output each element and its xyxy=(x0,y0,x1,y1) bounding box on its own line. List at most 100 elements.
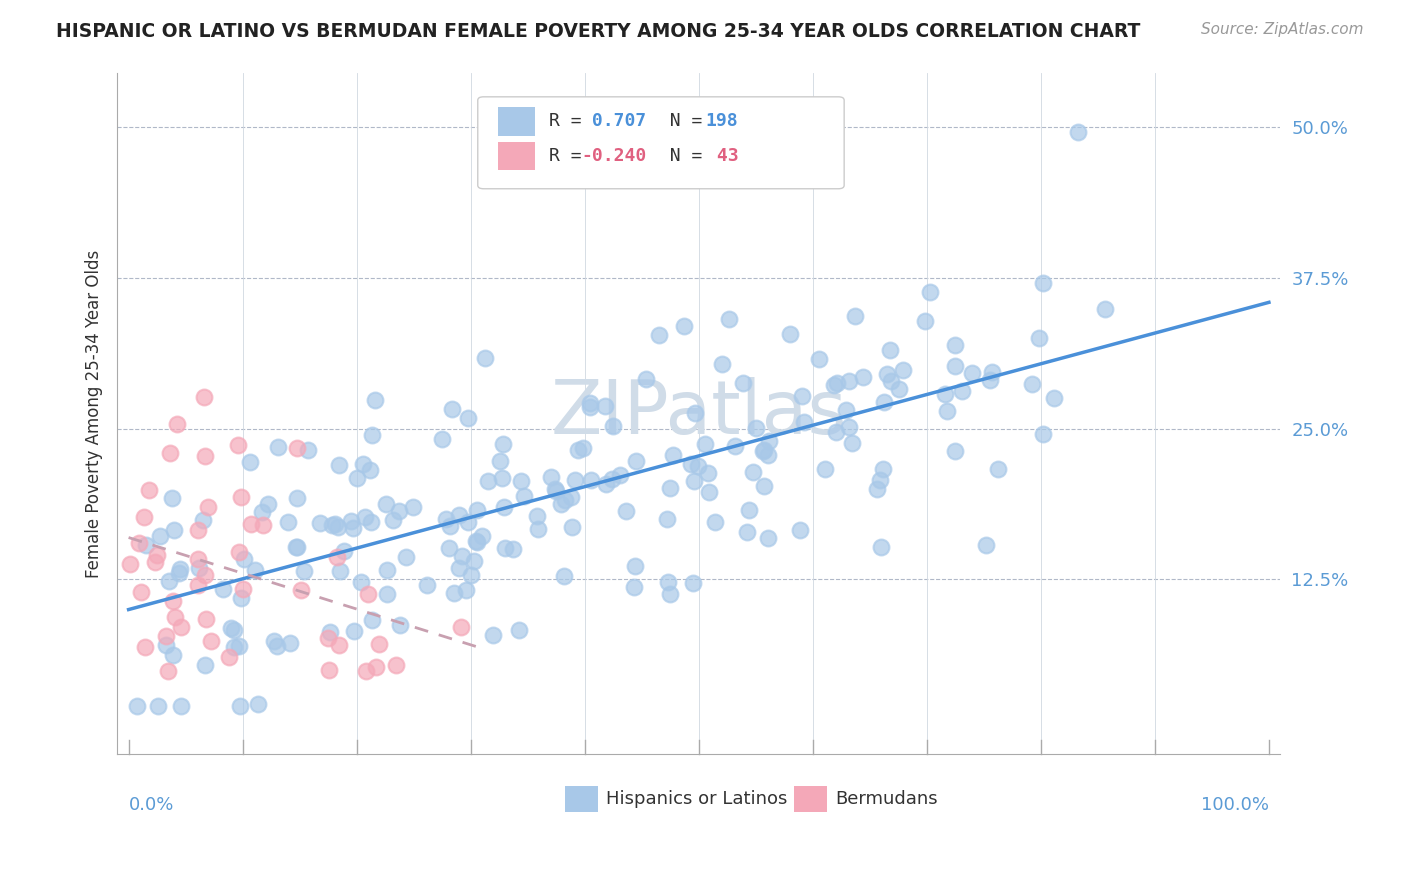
Point xyxy=(1094,302,1116,317)
Point xyxy=(280,636,302,650)
Point xyxy=(695,436,717,450)
Point xyxy=(188,561,211,575)
Point xyxy=(752,443,775,458)
Point xyxy=(869,473,891,487)
Text: 0.0%: 0.0% xyxy=(128,797,174,814)
Point xyxy=(841,436,863,450)
Point xyxy=(544,483,567,497)
Point xyxy=(735,525,758,540)
Point xyxy=(600,472,623,486)
Point xyxy=(489,454,512,468)
Point xyxy=(437,541,460,555)
Point xyxy=(943,359,966,373)
Point xyxy=(581,473,603,487)
Point xyxy=(329,564,352,578)
Point xyxy=(125,698,148,713)
Point xyxy=(364,659,387,673)
Point xyxy=(579,396,602,410)
Text: 100.0%: 100.0% xyxy=(1201,797,1270,814)
Point xyxy=(553,569,575,583)
Point xyxy=(936,403,959,417)
Point xyxy=(163,610,186,624)
Point xyxy=(359,463,381,477)
Point xyxy=(159,446,181,460)
Point xyxy=(155,629,177,643)
Point xyxy=(252,518,274,533)
Point xyxy=(824,425,846,440)
Point xyxy=(789,523,811,537)
Point xyxy=(160,491,183,505)
Point xyxy=(388,504,411,518)
Bar xyxy=(498,142,534,170)
Point xyxy=(285,540,308,554)
Text: R =: R = xyxy=(548,147,592,165)
Point xyxy=(354,510,377,524)
Point xyxy=(368,637,391,651)
Point xyxy=(388,618,411,632)
Point xyxy=(527,523,550,537)
Point xyxy=(793,415,815,429)
Point xyxy=(492,500,515,515)
Point xyxy=(447,508,470,522)
Point xyxy=(1032,277,1054,291)
Point xyxy=(502,542,524,557)
Bar xyxy=(794,786,827,812)
Point xyxy=(482,628,505,642)
Point xyxy=(135,538,157,552)
Point xyxy=(471,528,494,542)
Point xyxy=(356,586,378,600)
Point xyxy=(333,544,356,558)
Point xyxy=(149,529,172,543)
Point xyxy=(211,582,233,597)
Point xyxy=(460,568,482,582)
Point xyxy=(170,620,193,634)
Point xyxy=(240,517,263,532)
Point xyxy=(560,491,582,505)
Point xyxy=(950,384,973,398)
Point xyxy=(703,515,725,529)
Point xyxy=(285,491,308,505)
Point xyxy=(169,698,191,713)
Point xyxy=(361,613,384,627)
Point xyxy=(222,640,245,655)
Point xyxy=(162,648,184,662)
Point xyxy=(193,390,215,404)
Text: -0.240: -0.240 xyxy=(581,147,647,165)
Point xyxy=(745,421,768,435)
Point xyxy=(813,462,835,476)
Point xyxy=(697,485,720,500)
Point xyxy=(374,497,396,511)
Point xyxy=(465,502,488,516)
Point xyxy=(326,520,349,534)
Point xyxy=(838,419,860,434)
Point xyxy=(657,575,679,590)
Point xyxy=(339,514,361,528)
Point xyxy=(869,540,891,554)
Point xyxy=(297,443,319,458)
Point xyxy=(742,465,765,479)
Point xyxy=(197,500,219,515)
Point xyxy=(377,563,399,577)
Point xyxy=(155,639,177,653)
Point xyxy=(554,493,576,508)
Point xyxy=(193,568,215,582)
Point xyxy=(752,443,775,458)
Point xyxy=(844,310,866,324)
Point xyxy=(354,664,377,678)
Point xyxy=(838,374,860,388)
Point xyxy=(673,319,696,334)
Point xyxy=(682,475,704,489)
Point xyxy=(239,455,262,469)
Point xyxy=(835,403,858,417)
Point xyxy=(382,513,405,527)
Point xyxy=(602,419,624,434)
Point xyxy=(321,518,343,533)
Point xyxy=(385,658,408,673)
Point xyxy=(891,363,914,377)
Point xyxy=(593,399,616,413)
Point xyxy=(145,555,167,569)
Point xyxy=(1021,377,1043,392)
Point xyxy=(624,454,647,468)
Point xyxy=(287,540,309,554)
Text: R =: R = xyxy=(548,112,592,130)
